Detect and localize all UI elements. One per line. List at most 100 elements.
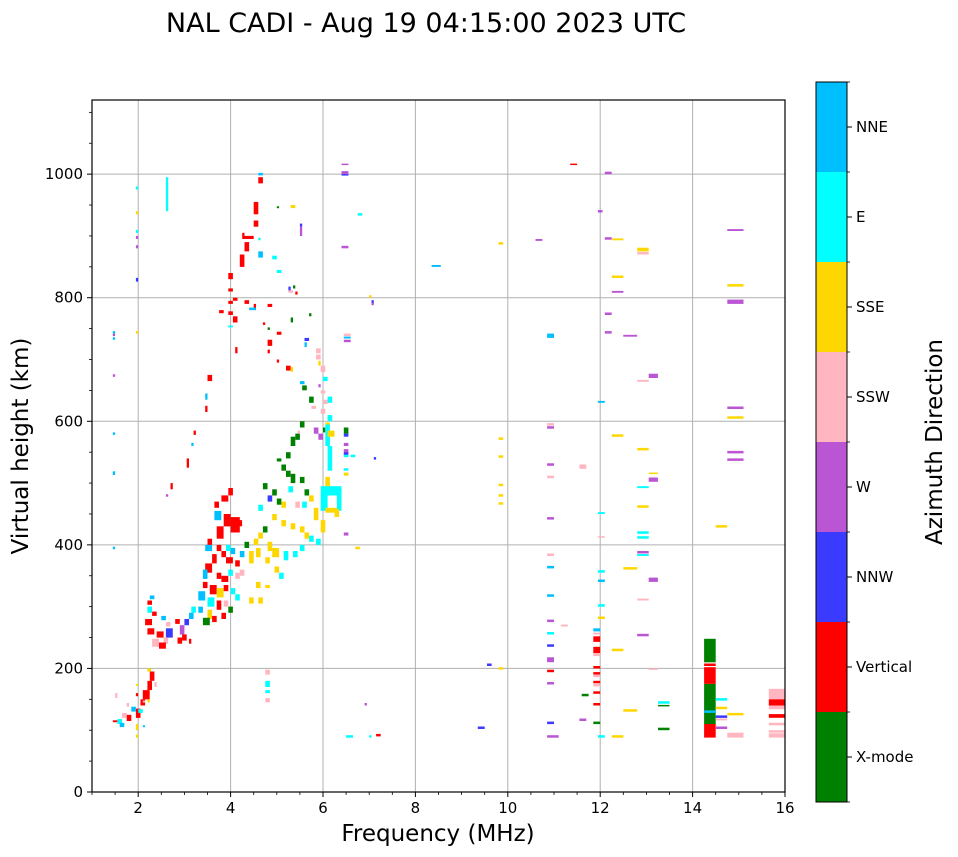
- colorbar-frame: [815, 81, 848, 803]
- echo-mark-vertical: [159, 642, 166, 649]
- echo-mark-nnw: [477, 726, 485, 729]
- echo-mark-w: [341, 163, 349, 166]
- echo-mark-e: [350, 454, 356, 458]
- echo-mark-ssw: [547, 553, 554, 556]
- echo-mark-x-mode: [267, 327, 270, 330]
- echo-mark-vertical: [205, 563, 213, 573]
- echo-mark-w: [604, 171, 612, 175]
- echo-mark-sse: [611, 735, 624, 738]
- echo-mark-w: [604, 312, 612, 315]
- echo-mark-e: [235, 594, 240, 601]
- echo-mark-w: [727, 450, 744, 454]
- echo-mark-sse: [272, 514, 277, 521]
- colorbar-tick-label: E: [856, 208, 865, 226]
- echo-mark-sse: [355, 546, 360, 550]
- echo-mark-x-mode: [304, 489, 310, 496]
- echo-mark-vertical: [175, 619, 180, 624]
- echo-mark-nne: [131, 706, 136, 712]
- echo-mark-e: [138, 709, 143, 713]
- echo-mark-x-mode: [581, 693, 589, 697]
- echo-mark-e: [272, 255, 277, 260]
- echo-mark-vertical: [212, 615, 217, 623]
- colorbar-tick-label: W: [856, 478, 871, 496]
- echo-mark-vertical: [216, 600, 222, 610]
- echo-mark-sse: [611, 238, 624, 241]
- echo-mark-nne: [119, 722, 125, 728]
- echo-mark-nne: [547, 594, 554, 597]
- echo-mark-sse: [637, 505, 649, 508]
- echo-mark-ssw: [727, 732, 744, 738]
- echo-mark-x-mode: [343, 427, 349, 434]
- echo-mark-nne: [202, 569, 208, 579]
- echo-mark-x-mode: [202, 617, 210, 626]
- echo-mark-ssw: [239, 569, 245, 576]
- echo-mark-sse: [290, 523, 296, 530]
- echo-mark-ssw: [115, 693, 118, 698]
- y-axis-label: Virtual height (km): [8, 338, 34, 555]
- echo-mark-ssw: [235, 572, 240, 579]
- echo-mark-nnw: [487, 663, 492, 666]
- echo-mark-nne: [258, 172, 263, 176]
- echo-mark-e: [230, 588, 236, 595]
- echo-mark-e: [343, 468, 349, 471]
- echo-mark-sse: [727, 284, 744, 287]
- echo-mark-e: [637, 486, 649, 489]
- echo-mark-w: [597, 210, 603, 213]
- echo-mark-vertical: [253, 201, 259, 215]
- colorbar-tick-label: NNW: [856, 568, 893, 586]
- echo-mark-sse: [313, 507, 319, 521]
- x-tick-label: 2: [133, 799, 143, 817]
- echo-mark-e: [327, 396, 333, 403]
- echo-mark-vertical: [214, 501, 219, 508]
- echo-mark-nnw: [547, 644, 554, 647]
- echo-mark-x-mode: [281, 464, 286, 471]
- echo-mark-ssw: [579, 464, 587, 469]
- echo-mark-vertical: [212, 554, 217, 564]
- echo-mark-vertical: [207, 538, 213, 545]
- echo-mark-sse: [498, 455, 504, 458]
- echo-mark-vertical: [228, 488, 233, 496]
- echo-mark-vertical: [267, 349, 270, 354]
- echo-mark-w: [648, 477, 658, 482]
- echo-mark-vertical: [147, 628, 155, 635]
- echo-mark-e: [597, 604, 605, 607]
- echo-mark-nne: [249, 307, 256, 311]
- y-tick-label: 0: [73, 783, 83, 801]
- echo-mark-sse: [135, 331, 139, 334]
- echo-mark-vertical: [152, 611, 157, 616]
- echo-mark-nnw: [341, 174, 349, 176]
- echo-mark-x-mode: [262, 526, 268, 533]
- echo-mark-ssw: [343, 333, 351, 337]
- echo-mark-vertical: [267, 303, 273, 307]
- echo-mark-x-mode: [244, 541, 250, 548]
- y-tick-label: 400: [54, 536, 83, 554]
- colorbar-swatch-sse: [816, 262, 847, 352]
- echo-mark-vertical: [235, 560, 240, 567]
- echo-mark-e: [316, 538, 321, 545]
- echo-mark-nnw: [288, 286, 291, 292]
- echo-mark-w: [604, 237, 612, 240]
- chart-title: NAL CADI - Aug 19 04:15:00 2023 UTC: [166, 8, 686, 39]
- colorbar-tick-label: SSW: [856, 388, 890, 406]
- echo-mark-w: [727, 229, 744, 231]
- echo-mark-e: [637, 531, 649, 534]
- echo-mark-sse: [265, 585, 270, 589]
- echo-mark-ssw: [320, 408, 326, 414]
- echo-mark-vertical: [202, 581, 208, 589]
- echo-mark-x-mode: [276, 206, 280, 209]
- echo-mark-w: [648, 373, 658, 378]
- echo-mark-vertical: [593, 680, 601, 684]
- echo-mark-ssw: [560, 624, 568, 627]
- echo-mark-sse: [272, 547, 280, 558]
- echo-mark-ssw: [768, 688, 785, 700]
- echo-mark-nne: [299, 381, 305, 385]
- echo-mark-ssw: [154, 682, 157, 687]
- echo-mark-e: [191, 606, 196, 613]
- echo-mark-sse: [249, 597, 254, 604]
- echo-mark-nnw: [299, 223, 303, 227]
- echo-mark-x-mode: [295, 433, 300, 440]
- echo-mark-sse: [265, 557, 270, 564]
- echo-mark-sse: [216, 588, 224, 598]
- echo-mark-sse: [135, 734, 139, 738]
- echo-mark-sse: [207, 609, 213, 619]
